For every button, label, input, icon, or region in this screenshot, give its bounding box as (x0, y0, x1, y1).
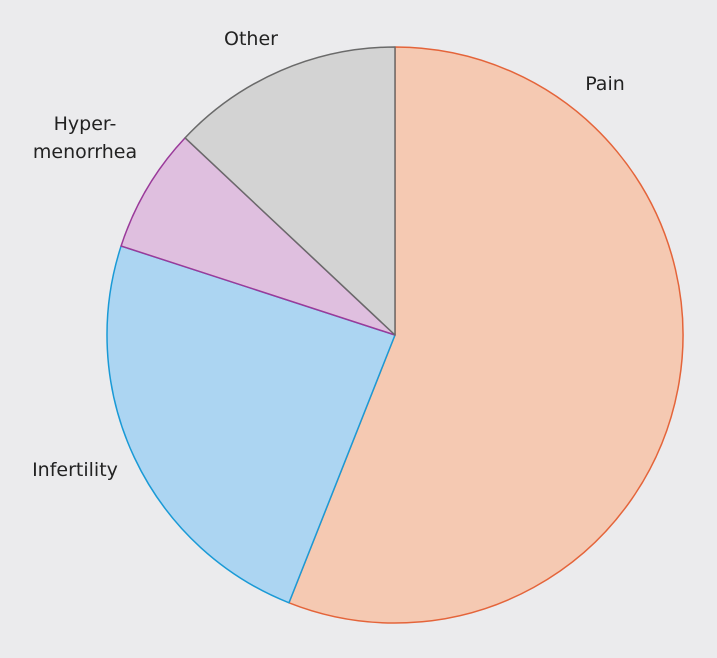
pie-slice (106, 245, 396, 604)
pie-slice (120, 137, 396, 336)
pie-slice (288, 46, 684, 624)
pie-slice (184, 46, 396, 336)
slice-label: Infertility (32, 459, 118, 481)
slice-label: Other (224, 28, 278, 50)
slice-label: Hyper-menorrhea (33, 113, 137, 163)
slice-label: Pain (585, 73, 625, 95)
